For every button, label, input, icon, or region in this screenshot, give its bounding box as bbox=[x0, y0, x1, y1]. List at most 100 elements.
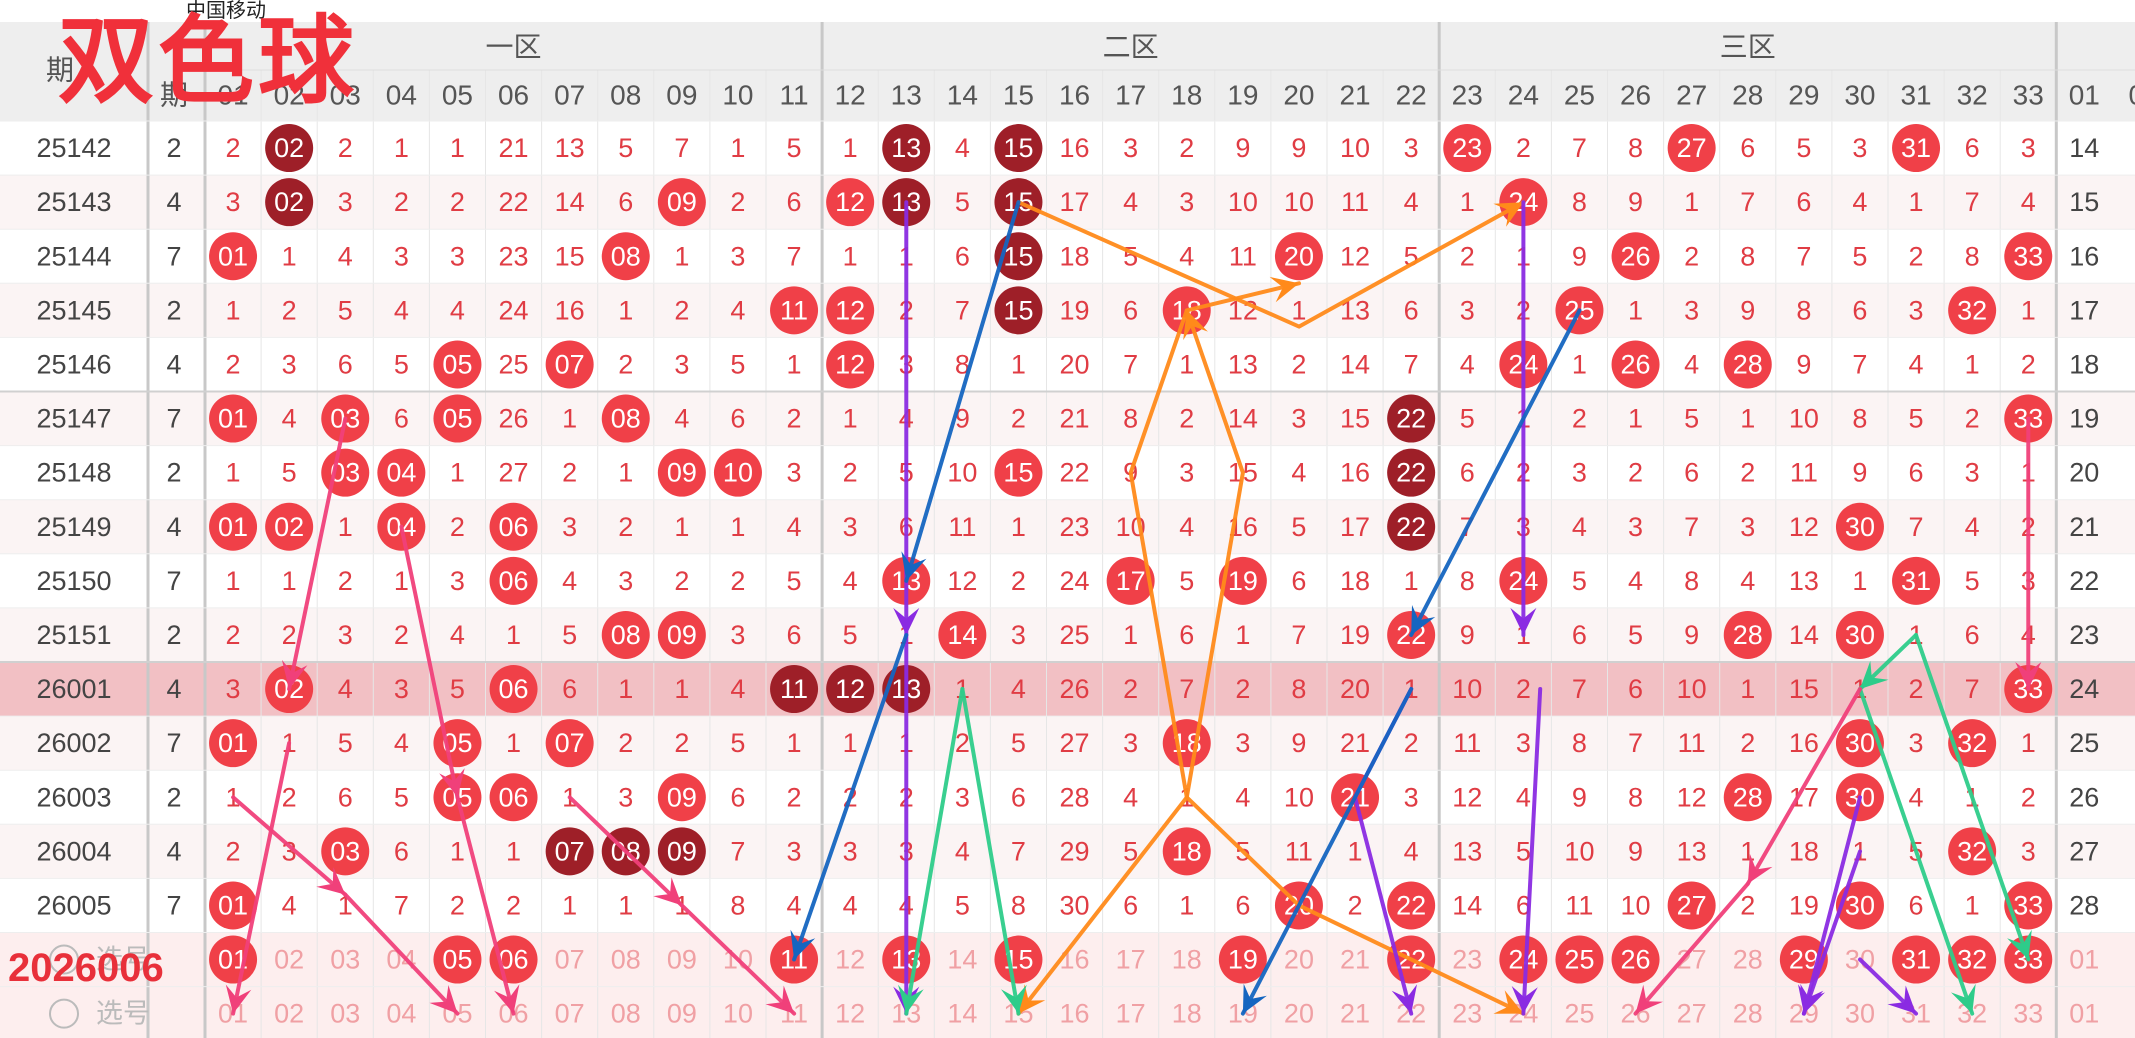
select-number: 18 bbox=[1172, 945, 1202, 975]
miss-count: 9 bbox=[1796, 349, 1811, 379]
column-header: 03 bbox=[330, 80, 361, 111]
ball-hit bbox=[1723, 340, 1772, 389]
miss-count: 1 bbox=[618, 458, 633, 488]
miss-count: 5 bbox=[1179, 566, 1194, 596]
ball-number: 06 bbox=[499, 782, 529, 812]
ball-hit bbox=[1387, 881, 1436, 930]
miss-count: 1 bbox=[394, 566, 409, 596]
period-number: 25151 bbox=[36, 620, 111, 650]
miss-count: 4 bbox=[1572, 512, 1587, 542]
miss-count: 1 bbox=[1404, 566, 1419, 596]
ball-number: 27 bbox=[1677, 890, 1707, 920]
miss-count: 15 bbox=[555, 241, 585, 271]
ball-hit bbox=[1892, 124, 1941, 173]
miss-count: 1 bbox=[1852, 566, 1867, 596]
miss-count: 8 bbox=[1740, 241, 1755, 271]
ball-number: 15 bbox=[1003, 458, 1033, 488]
miss-count: 7 bbox=[1628, 728, 1643, 758]
period-number: 25150 bbox=[36, 566, 111, 596]
miss-count: 16 bbox=[1340, 458, 1370, 488]
period-number: 26004 bbox=[36, 836, 111, 866]
ball-hit bbox=[657, 610, 706, 659]
miss-count: 2 bbox=[450, 512, 465, 542]
miss-count: 21 bbox=[1060, 404, 1090, 434]
miss-count: 3 bbox=[1179, 187, 1194, 217]
blue-trend-line bbox=[904, 200, 1021, 583]
miss-count: 8 bbox=[1852, 404, 1867, 434]
ball-number: 26 bbox=[1621, 241, 1651, 271]
ball-number: 22 bbox=[1396, 890, 1426, 920]
ball-number: 06 bbox=[499, 674, 529, 704]
miss-count: 1 bbox=[843, 728, 858, 758]
miss-count: 3 bbox=[1516, 728, 1531, 758]
ball-number: 28 bbox=[1733, 349, 1763, 379]
span-value: 7 bbox=[166, 566, 181, 596]
miss-count: 2 bbox=[674, 728, 689, 758]
miss-count: 1 bbox=[1965, 349, 1980, 379]
miss-count: 1 bbox=[1011, 512, 1026, 542]
miss-count: 3 bbox=[338, 620, 353, 650]
select-number: 27 bbox=[1677, 999, 1707, 1029]
ball-number: 12 bbox=[835, 295, 865, 325]
ball-number: 08 bbox=[611, 404, 641, 434]
ball-number: 22 bbox=[1396, 458, 1426, 488]
select-number: 02 bbox=[274, 999, 304, 1029]
miss-count: 3 bbox=[1909, 295, 1924, 325]
select-number: 14 bbox=[947, 999, 977, 1029]
miss-count: 3 bbox=[338, 187, 353, 217]
column-header: 09 bbox=[666, 80, 697, 111]
miss-count: 1 bbox=[843, 404, 858, 434]
miss-count: 6 bbox=[394, 836, 409, 866]
miss-count: 6 bbox=[1684, 458, 1699, 488]
green-arrow-head bbox=[1951, 983, 1976, 1014]
ball-hit bbox=[489, 556, 538, 605]
miss-count: 12 bbox=[1340, 241, 1370, 271]
ball-number: 02 bbox=[274, 133, 304, 163]
ball-number: 19 bbox=[1228, 566, 1258, 596]
ball-number: 01 bbox=[218, 512, 248, 542]
miss-count: 7 bbox=[394, 890, 409, 920]
miss-count: 4 bbox=[2021, 187, 2036, 217]
ball-hit bbox=[657, 773, 706, 822]
purple-arrow-head bbox=[1510, 607, 1537, 635]
miss-count: 1 bbox=[282, 566, 297, 596]
ball-number: 20 bbox=[1284, 241, 1314, 271]
miss-count: 6 bbox=[787, 620, 802, 650]
period-number: 26005 bbox=[36, 890, 111, 920]
miss-count: 3 bbox=[226, 187, 241, 217]
miss-count: 4 bbox=[450, 295, 465, 325]
miss-count: 9 bbox=[1852, 458, 1867, 488]
miss-count: 4 bbox=[1235, 782, 1250, 812]
miss-count: 3 bbox=[730, 241, 745, 271]
miss-count: 3 bbox=[1740, 512, 1755, 542]
miss-count: 3 bbox=[1011, 620, 1026, 650]
ball-hit bbox=[1162, 827, 1211, 876]
miss-count: 3 bbox=[1852, 133, 1867, 163]
ball-hit bbox=[209, 881, 258, 930]
select-number: 28 bbox=[1733, 999, 1763, 1029]
column-header: 30 bbox=[1844, 80, 1875, 111]
ball-hit bbox=[1667, 881, 1716, 930]
ball-hit bbox=[713, 448, 762, 497]
miss-count: 14 bbox=[1340, 349, 1370, 379]
miss-count: 11 bbox=[948, 512, 976, 542]
ball-hit bbox=[489, 773, 538, 822]
pink-arrow-head bbox=[653, 877, 682, 906]
select-number: 14 bbox=[947, 945, 977, 975]
miss-count: 7 bbox=[1909, 512, 1924, 542]
miss-count: 11 bbox=[1790, 458, 1818, 488]
ball-number: 33 bbox=[2013, 241, 2043, 271]
select-number: 18 bbox=[1172, 999, 1202, 1029]
column-header: 18 bbox=[1171, 80, 1202, 111]
period-number: 25146 bbox=[36, 349, 111, 379]
miss-count: 8 bbox=[1291, 674, 1306, 704]
ball-selected bbox=[1948, 935, 1997, 984]
miss-count: 4 bbox=[1965, 512, 1980, 542]
miss-count: 5 bbox=[1684, 404, 1699, 434]
ball-number: 06 bbox=[499, 566, 529, 596]
miss-count: 5 bbox=[1909, 404, 1924, 434]
ball-hit bbox=[321, 827, 370, 876]
span-value: 4 bbox=[166, 674, 181, 704]
span-value: 2 bbox=[166, 620, 181, 650]
select-number: 30 bbox=[1845, 999, 1875, 1029]
